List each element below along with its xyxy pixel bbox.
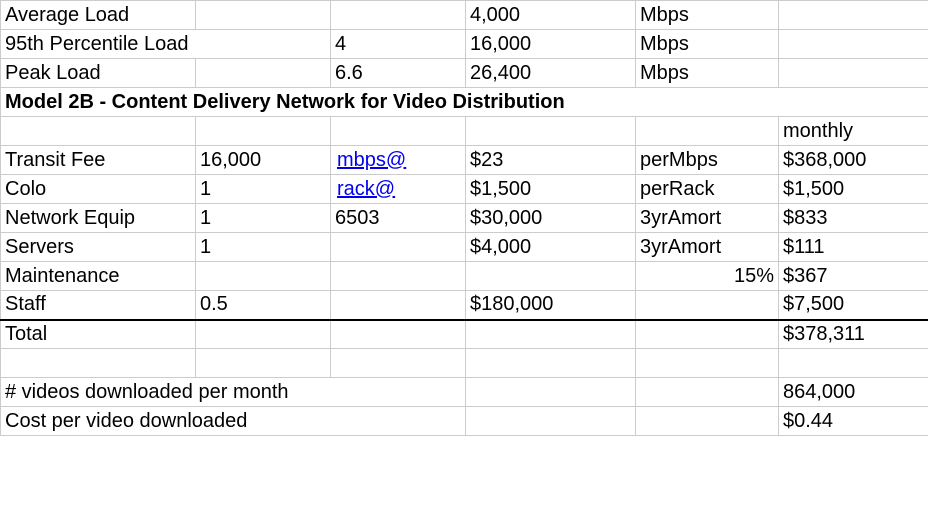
cell-label: Maintenance: [1, 262, 196, 291]
cell-label: Staff: [1, 291, 196, 320]
cell-label: Transit Fee: [1, 146, 196, 175]
cell: 1: [196, 175, 331, 204]
cell: 1: [196, 204, 331, 233]
cell: [636, 378, 779, 407]
cell: [331, 262, 466, 291]
cell: [636, 349, 779, 378]
cell: [331, 291, 466, 320]
cell: [636, 407, 779, 436]
cell: $0.44: [779, 407, 928, 436]
cell: [779, 1, 928, 30]
row-videos-downloaded: # videos downloaded per month 864,000: [1, 378, 928, 407]
row-colo: Colo 1 rack@ $1,500 perRack $1,500: [1, 175, 928, 204]
cell: $1,500: [779, 175, 928, 204]
cell: [466, 117, 636, 146]
cell: [196, 1, 331, 30]
cell: [779, 349, 928, 378]
cell: [1, 349, 196, 378]
cell: [779, 30, 928, 59]
cell-label: Servers: [1, 233, 196, 262]
section-title: Model 2B - Content Delivery Network for …: [1, 88, 928, 117]
cell: Mbps: [636, 30, 779, 59]
cell: [1, 117, 196, 146]
cell: [636, 291, 779, 320]
cell-label: Network Equip: [1, 204, 196, 233]
cell: [636, 320, 779, 349]
cell: [466, 262, 636, 291]
cell: [331, 320, 466, 349]
cell: $367: [779, 262, 928, 291]
row-blank: [1, 349, 928, 378]
cell: 15%: [636, 262, 779, 291]
cell: $180,000: [466, 291, 636, 320]
row-header: monthly: [1, 117, 928, 146]
cell: $7,500: [779, 291, 928, 320]
cell-label: # videos downloaded per month: [1, 378, 466, 407]
row-95th-percentile-load: 95th Percentile Load 4 16,000 Mbps: [1, 30, 928, 59]
cell: 6503: [331, 204, 466, 233]
cell-label: 95th Percentile Load: [1, 30, 331, 59]
cell: $833: [779, 204, 928, 233]
cell-label: Average Load: [1, 1, 196, 30]
cell: [331, 233, 466, 262]
cell-label: Cost per video downloaded: [1, 407, 466, 436]
header-monthly: monthly: [779, 117, 928, 146]
cell: [466, 407, 636, 436]
cell: 4,000: [466, 1, 636, 30]
cell: [466, 349, 636, 378]
link-mbps[interactable]: mbps@: [331, 146, 466, 175]
cell: perRack: [636, 175, 779, 204]
row-staff: Staff 0.5 $180,000 $7,500: [1, 291, 928, 320]
cell: [466, 320, 636, 349]
row-average-load: Average Load 4,000 Mbps: [1, 1, 928, 30]
spreadsheet-table: Average Load 4,000 Mbps 95th Percentile …: [0, 0, 928, 436]
cell: 1: [196, 233, 331, 262]
cell: [331, 349, 466, 378]
cell: $111: [779, 233, 928, 262]
link-rack[interactable]: rack@: [331, 175, 466, 204]
cell: [466, 378, 636, 407]
row-peak-load: Peak Load 6.6 26,400 Mbps: [1, 59, 928, 88]
row-servers: Servers 1 $4,000 3yrAmort $111: [1, 233, 928, 262]
cell-total-value: $378,311: [779, 320, 928, 349]
cell: perMbps: [636, 146, 779, 175]
row-cost-per-video: Cost per video downloaded $0.44: [1, 407, 928, 436]
cell: 26,400: [466, 59, 636, 88]
cell: [331, 1, 466, 30]
cell: 0.5: [196, 291, 331, 320]
cell: 6.6: [331, 59, 466, 88]
cell: Mbps: [636, 1, 779, 30]
row-network-equip: Network Equip 1 6503 $30,000 3yrAmort $8…: [1, 204, 928, 233]
cell: $4,000: [466, 233, 636, 262]
cell-label: Total: [1, 320, 196, 349]
cell: $1,500: [466, 175, 636, 204]
cell: [331, 117, 466, 146]
row-total: Total $378,311: [1, 320, 928, 349]
row-maintenance: Maintenance 15% $367: [1, 262, 928, 291]
cell: [196, 262, 331, 291]
cell: $368,000: [779, 146, 928, 175]
cell: 3yrAmort: [636, 204, 779, 233]
cell: 4: [331, 30, 466, 59]
cell: [196, 59, 331, 88]
cell: Mbps: [636, 59, 779, 88]
cell: [196, 349, 331, 378]
cell: [636, 117, 779, 146]
cell: 3yrAmort: [636, 233, 779, 262]
cell: 16,000: [466, 30, 636, 59]
cell: [196, 117, 331, 146]
cell: 864,000: [779, 378, 928, 407]
cell: [779, 59, 928, 88]
cell: [196, 320, 331, 349]
cell: 16,000: [196, 146, 331, 175]
cell-label: Colo: [1, 175, 196, 204]
cell-label: Peak Load: [1, 59, 196, 88]
row-transit-fee: Transit Fee 16,000 mbps@ $23 perMbps $36…: [1, 146, 928, 175]
cell: $30,000: [466, 204, 636, 233]
cell: $23: [466, 146, 636, 175]
row-section-title: Model 2B - Content Delivery Network for …: [1, 88, 928, 117]
